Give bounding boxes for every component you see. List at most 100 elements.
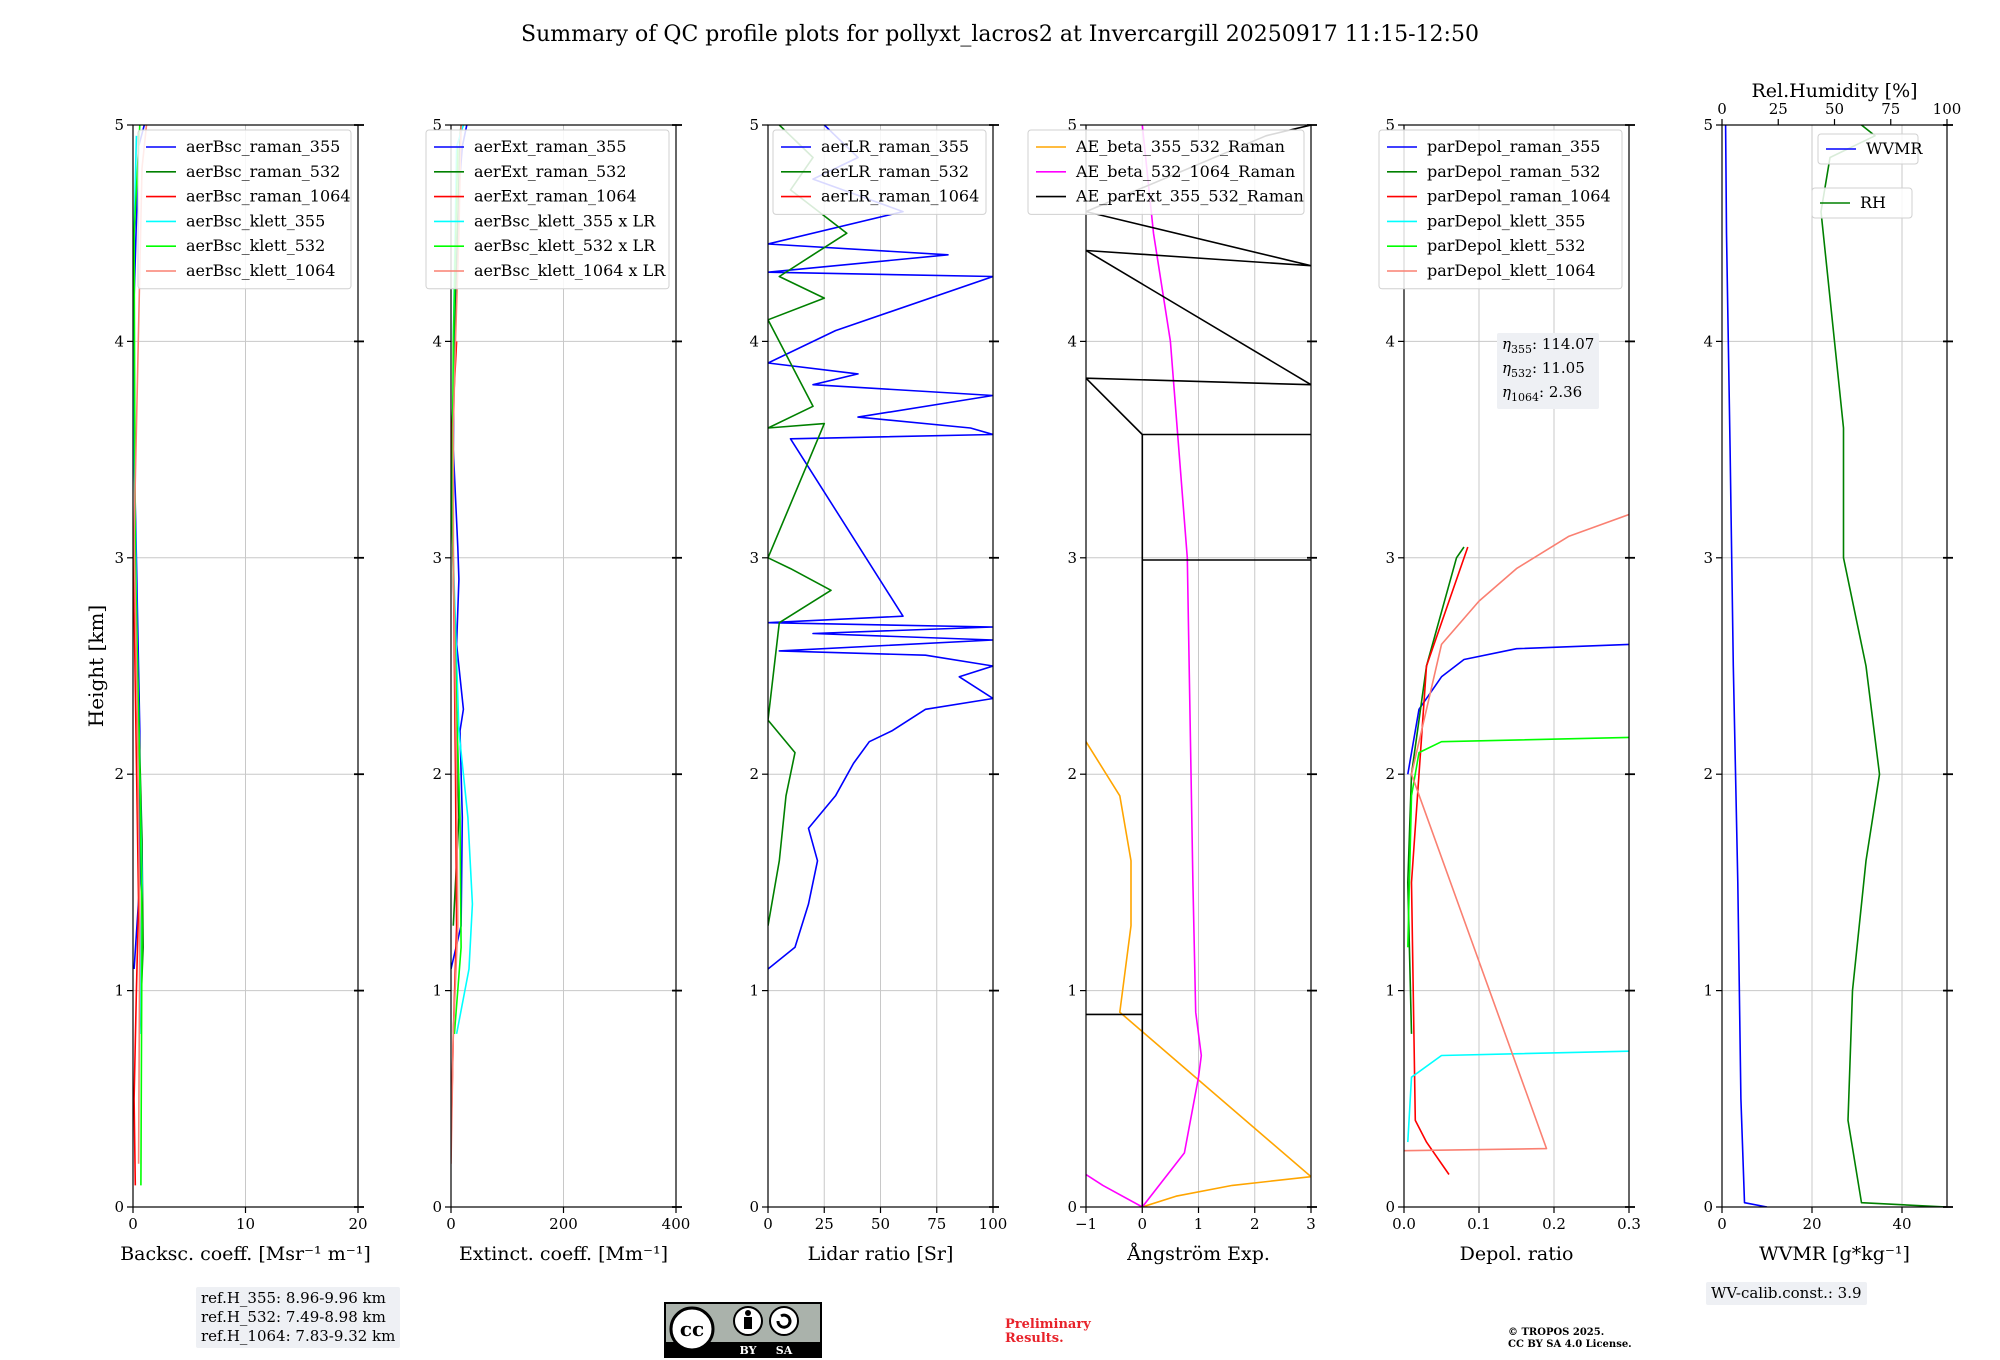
x-axis-label: Extinct. coeff. [Mm⁻¹] (459, 1243, 668, 1265)
legend-box (425, 129, 670, 290)
y-tick-label: 5 (1703, 116, 1713, 134)
y-tick-label: 1 (1703, 982, 1713, 1000)
legend-label: aerBsc_klett_355 x LR (474, 211, 656, 230)
y-tick-label: 2 (432, 765, 442, 783)
y-tick-label: 3 (1385, 549, 1395, 567)
x-tick-label: 3 (1306, 1215, 1316, 1233)
y-tick-label: 3 (432, 549, 442, 567)
legend-label: parDepol_klett_355 (1427, 211, 1585, 230)
top-x-tick-label: 75 (1881, 100, 1900, 118)
legend-RH: RH (1811, 187, 1913, 219)
top-x-tick-label: 50 (1825, 100, 1844, 118)
y-tick-label: 5 (1067, 116, 1077, 134)
legend-box (772, 129, 987, 215)
y-tick-label: 1 (1385, 982, 1395, 1000)
legend-backscatter: aerBsc_raman_355 aerBsc_raman_532 aerBsc_r… (137, 129, 352, 290)
x-tick-label: 200 (549, 1215, 578, 1233)
ref-h-532: ref.H_532: 7.49-8.98 km (201, 1308, 386, 1326)
y-tick-label: 5 (114, 116, 124, 134)
y-tick-label: 2 (749, 765, 759, 783)
x-tick-label: 0.1 (1467, 1215, 1491, 1233)
y-tick-label: 3 (749, 549, 759, 567)
y-tick-label: 4 (114, 332, 124, 350)
eta-532: η532: 11.05 (1502, 359, 1585, 380)
legend-label: aerExt_raman_355 (474, 137, 627, 156)
eta-1064: η1064: 2.36 (1502, 383, 1583, 404)
legend-label: WVMR (1866, 139, 1923, 158)
series-aerBsc_klett_532 x LR (451, 146, 462, 1034)
x-tick-label: 50 (871, 1215, 890, 1233)
y-tick-label: 5 (432, 116, 442, 134)
x-tick-label: 0 (1137, 1215, 1147, 1233)
y-tick-label: 5 (749, 116, 759, 134)
y-tick-label: 0 (114, 1198, 124, 1216)
series-parDepol_klett_355 (1407, 1050, 1629, 1143)
panel-depol: 0 1 2 3 4 5 0.0 0.1 0.2 0.3 Depol. ratio parDepol_r… (1378, 116, 1641, 1265)
series-aerLR_raman_355 (768, 125, 993, 970)
x-tick-label: 100 (979, 1215, 1008, 1233)
y-tick-label: 4 (749, 332, 759, 350)
legend-label: aerBsc_raman_1064 (186, 187, 351, 206)
reference-height-box: ref.H_355: 8.96-9.96 km ref.H_532: 7.49-… (196, 1287, 401, 1348)
legend-label: AE_parExt_355_532_Raman (1075, 187, 1304, 206)
cc-text: cc (680, 1317, 704, 1341)
legend-label: aerBsc_klett_532 x LR (474, 236, 656, 255)
legend-label: aerExt_raman_1064 (474, 187, 637, 206)
legend-label: aerBsc_raman_532 (186, 162, 340, 181)
y-tick-label: 4 (1385, 332, 1395, 350)
top-axis-label: Rel.Humidity [%] (1751, 80, 1917, 102)
x-tick-label: 1 (1194, 1215, 1204, 1233)
top-x-tick-label: 100 (1933, 100, 1962, 118)
x-tick-label: 0 (1717, 1215, 1727, 1233)
legend-label: aerLR_raman_1064 (821, 187, 979, 206)
y-tick-label: 4 (1703, 332, 1713, 350)
x-tick-label: 0.0 (1392, 1215, 1416, 1233)
y-tick-label: 0 (749, 1198, 759, 1216)
series-group (768, 125, 993, 970)
panel-backscatter: 0 1 2 3 4 5 0 10 20 Backsc. coeff. [Msr⁻¹ m⁻¹] aer… (114, 116, 370, 1265)
eta-355: η355: 114.07 (1502, 335, 1595, 356)
copyright-note: © TROPOS 2025. CC BY SA 4.0 License. (1508, 1327, 1632, 1350)
ref-h-355: ref.H_355: 8.96-9.96 km (201, 1289, 386, 1307)
series-group (1086, 125, 1311, 1207)
axes-frame (1403, 124, 1630, 1208)
legend-label: AE_beta_532_1064_Raman (1075, 162, 1295, 181)
series-RH (1820, 125, 1947, 1207)
x-tick-label: 10 (236, 1215, 255, 1233)
series-aerLR_raman_532 (768, 125, 848, 926)
legend-label: aerExt_raman_532 (474, 162, 627, 181)
legend-WVMR: WVMR (1817, 133, 1923, 165)
y-tick-label: 1 (749, 982, 759, 1000)
y-tick-label: 0 (1703, 1198, 1713, 1216)
legend-box (1027, 129, 1305, 215)
x-axis-label: Ångström Exp. (1126, 1243, 1270, 1265)
top-x-tick-label: 25 (1769, 100, 1788, 118)
x-axis-label: Backsc. coeff. [Msr⁻¹ m⁻¹] (120, 1243, 371, 1265)
y-tick-label: 0 (1067, 1198, 1077, 1216)
x-tick-label: 0.2 (1542, 1215, 1566, 1233)
legend-extinction: aerExt_raman_355 aerExt_raman_532 aerExt_r… (425, 129, 670, 290)
figure-title: Summary of QC profile plots for pollyxt_… (521, 22, 1479, 47)
legend-label: aerLR_raman_532 (821, 162, 969, 181)
legend-label: aerBsc_klett_355 (186, 211, 325, 230)
series-group (1724, 125, 1947, 1207)
series-AE_beta_355_532_Raman (1086, 741, 1311, 1207)
legend-label: aerBsc_klett_1064 (186, 261, 335, 280)
axes-frame (1721, 124, 1948, 1208)
x-tick-label: 20 (1802, 1215, 1821, 1233)
legend-label: parDepol_klett_532 (1427, 236, 1585, 255)
sa-label: SA (776, 1344, 793, 1357)
preliminary-note: Preliminary Results. (1005, 1317, 1091, 1346)
panel-extinction: 0 1 2 3 4 5 0 200 400 Extinct. coeff. [Mm⁻¹] aerEx… (425, 116, 690, 1265)
cc-icon (669, 1306, 715, 1352)
series-WVMR (1724, 125, 1768, 1207)
ref-h-1064: ref.H_1064: 7.83-9.32 km (201, 1327, 396, 1345)
series-AE_beta_532_1064_Raman (1086, 125, 1203, 1207)
legend-label: aerLR_raman_355 (821, 137, 969, 156)
x-tick-label: −1 (1075, 1215, 1097, 1233)
y-tick-label: 2 (1385, 765, 1395, 783)
series-parDepol_raman_1064 (1410, 546, 1469, 1175)
